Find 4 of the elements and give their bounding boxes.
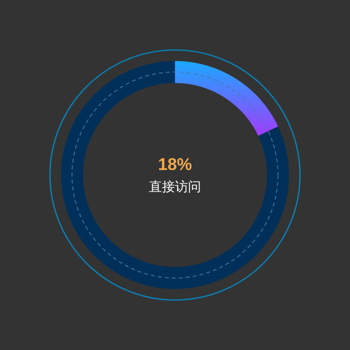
data-label: 18% [158, 155, 192, 174]
donut-slice [175, 61, 278, 136]
donut-slice [61, 61, 289, 289]
slice-label: 直接访问 [149, 179, 201, 195]
